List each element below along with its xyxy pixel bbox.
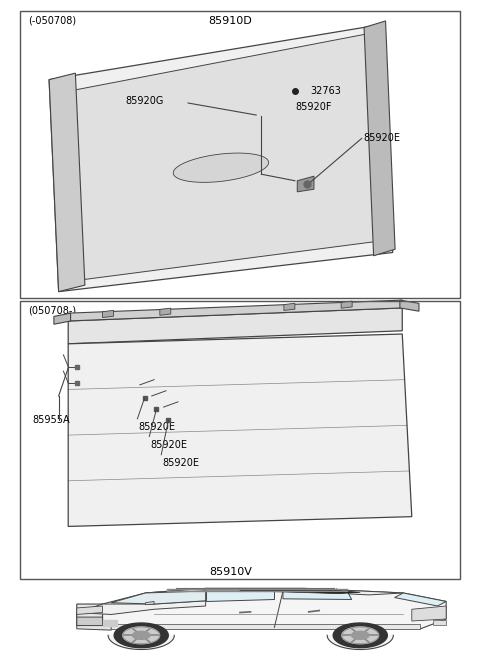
Text: (-050708): (-050708) xyxy=(28,16,76,26)
Polygon shape xyxy=(49,24,393,291)
Polygon shape xyxy=(77,601,205,614)
Text: 85910D: 85910D xyxy=(209,16,252,26)
Polygon shape xyxy=(240,590,360,593)
Polygon shape xyxy=(77,617,103,629)
Polygon shape xyxy=(132,631,150,639)
Text: 85920E: 85920E xyxy=(162,458,199,468)
Polygon shape xyxy=(283,591,352,599)
Polygon shape xyxy=(160,308,171,315)
Text: 85920G: 85920G xyxy=(125,96,164,106)
Polygon shape xyxy=(364,21,395,255)
Polygon shape xyxy=(68,300,402,321)
Polygon shape xyxy=(123,627,159,644)
Polygon shape xyxy=(108,635,174,650)
Polygon shape xyxy=(145,601,154,605)
Text: 85920F: 85920F xyxy=(295,102,331,112)
Polygon shape xyxy=(103,310,114,318)
Polygon shape xyxy=(68,334,412,527)
Polygon shape xyxy=(327,635,393,650)
Polygon shape xyxy=(77,604,103,629)
Polygon shape xyxy=(77,626,111,630)
Polygon shape xyxy=(69,33,379,280)
Polygon shape xyxy=(103,620,117,626)
Polygon shape xyxy=(111,591,205,604)
Polygon shape xyxy=(400,300,419,311)
Polygon shape xyxy=(333,623,387,648)
Polygon shape xyxy=(173,153,269,182)
Text: 32763: 32763 xyxy=(311,86,341,96)
Polygon shape xyxy=(114,623,168,648)
Polygon shape xyxy=(145,588,403,595)
Text: (050708-): (050708-) xyxy=(28,306,76,316)
Polygon shape xyxy=(351,631,369,639)
Polygon shape xyxy=(49,73,85,291)
Text: 85910V: 85910V xyxy=(209,567,252,576)
Text: 85920E: 85920E xyxy=(138,422,175,432)
Polygon shape xyxy=(395,593,446,606)
Polygon shape xyxy=(433,620,446,625)
Polygon shape xyxy=(103,624,420,629)
Bar xyxy=(21,11,459,298)
Polygon shape xyxy=(341,301,352,309)
Polygon shape xyxy=(297,176,314,192)
Text: 85955A: 85955A xyxy=(33,415,70,425)
Polygon shape xyxy=(77,606,103,614)
Bar xyxy=(21,301,459,578)
Polygon shape xyxy=(412,606,446,621)
Polygon shape xyxy=(342,627,379,644)
Polygon shape xyxy=(54,313,71,324)
Text: 85920E: 85920E xyxy=(150,440,187,450)
Text: 85920E: 85920E xyxy=(363,134,400,143)
Polygon shape xyxy=(284,303,295,310)
Polygon shape xyxy=(77,588,446,629)
Polygon shape xyxy=(68,308,402,344)
Polygon shape xyxy=(205,591,275,601)
